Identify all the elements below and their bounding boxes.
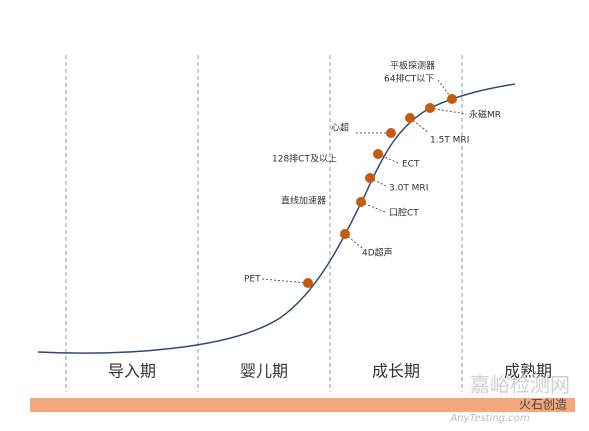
label: 64排CT以下	[384, 73, 434, 85]
label: 128排CT及以上	[272, 153, 337, 165]
point	[386, 128, 396, 138]
point	[447, 94, 457, 104]
point	[425, 103, 435, 113]
point	[405, 113, 415, 123]
label: 口腔CT	[389, 207, 419, 219]
leader	[261, 278, 309, 284]
stage-label: 导入期	[108, 362, 156, 381]
stage-label: 成熟期	[504, 362, 552, 381]
stage-label: 婴儿期	[240, 362, 288, 381]
point	[365, 173, 375, 183]
leader	[429, 107, 467, 115]
label: 1.5T MRI	[430, 136, 469, 146]
watermark: 火石创造	[519, 398, 567, 412]
label: 平板探测器	[390, 60, 435, 72]
timeline-bar	[30, 398, 575, 412]
point	[303, 278, 313, 288]
leader	[369, 177, 387, 187]
watermark: 嘉峪检测网	[470, 373, 570, 397]
label: 心超	[331, 122, 349, 134]
label: 4D超声	[362, 247, 393, 259]
label: 直线加速器	[281, 195, 326, 207]
label: 3.0T MRI	[389, 184, 428, 194]
watermark: AnyTesting.com	[449, 413, 530, 424]
stage-label: 成长期	[372, 362, 420, 381]
point	[356, 197, 366, 207]
lifecycle-curve	[37, 83, 516, 354]
label: PET	[244, 275, 261, 285]
point	[340, 229, 350, 239]
label: ECT	[402, 160, 420, 170]
label: 永磁MR	[469, 109, 501, 121]
point	[373, 149, 383, 159]
